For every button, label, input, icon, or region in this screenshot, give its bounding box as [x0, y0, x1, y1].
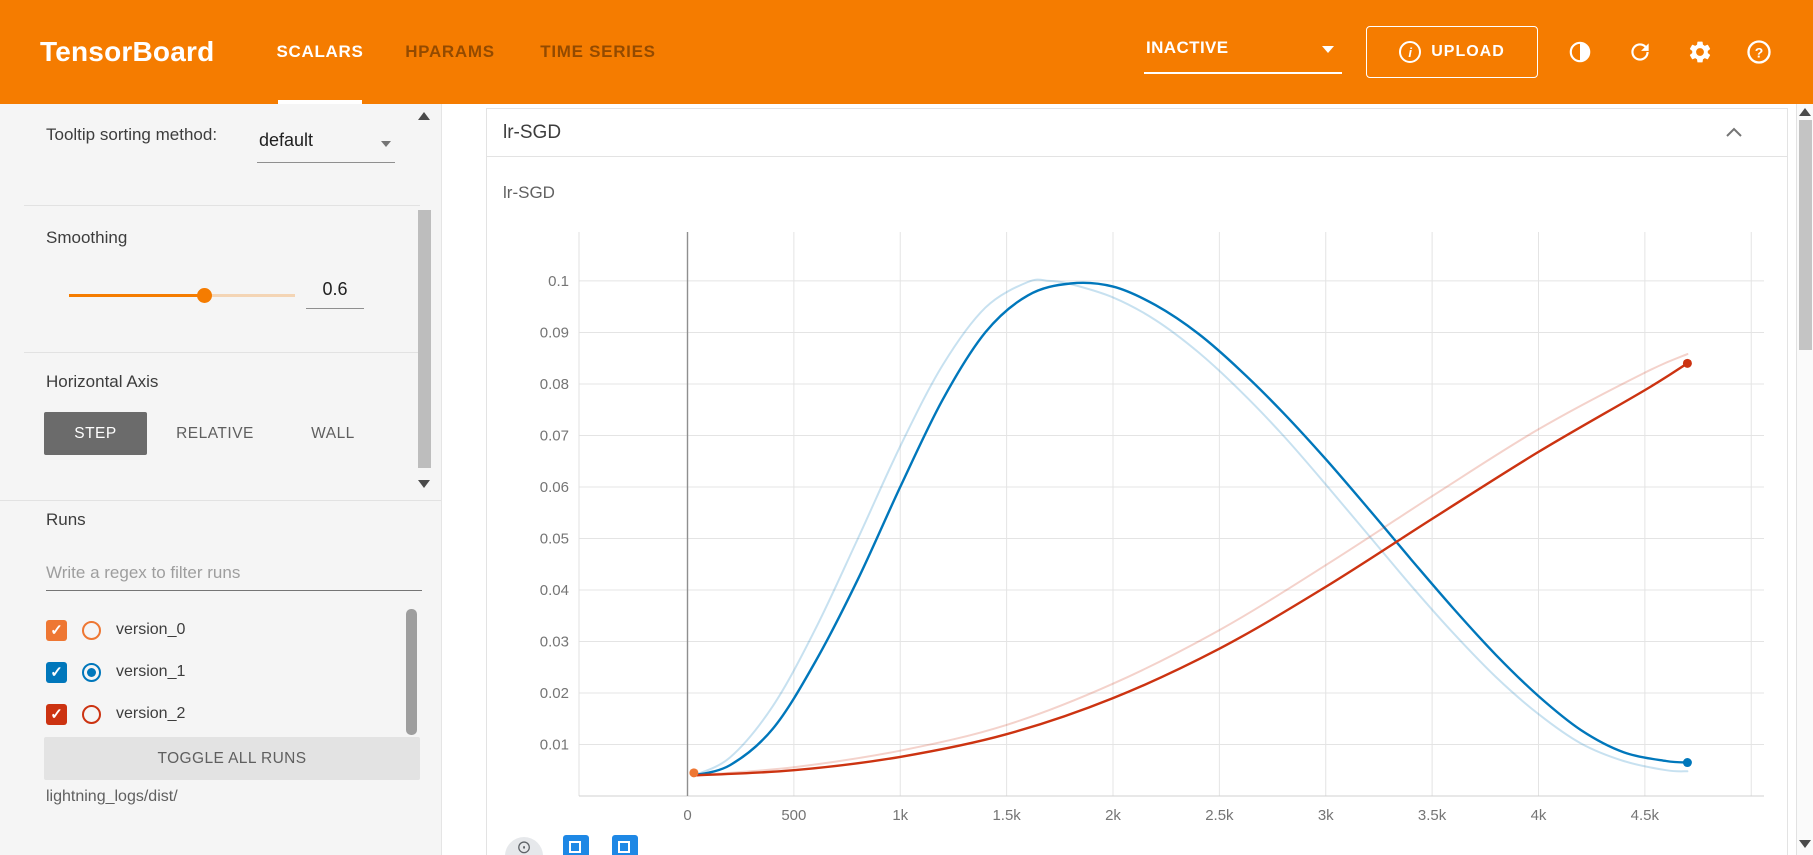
- divider: [0, 500, 441, 501]
- run-radio[interactable]: [82, 662, 101, 682]
- app-title: TensorBoard: [40, 36, 215, 67]
- svg-text:0.06: 0.06: [540, 479, 569, 496]
- run-radio[interactable]: [82, 704, 101, 724]
- settings-button[interactable]: [1680, 32, 1720, 72]
- svg-text:0.01: 0.01: [540, 736, 569, 753]
- divider: [24, 205, 420, 206]
- tooltip-sorting-select[interactable]: default: [257, 126, 395, 163]
- contrast-icon: [1569, 41, 1591, 63]
- chevron-down-icon: [1322, 46, 1334, 53]
- svg-text:0.08: 0.08: [540, 376, 569, 393]
- svg-text:0.05: 0.05: [540, 530, 569, 547]
- scroll-down-icon[interactable]: [1799, 840, 1811, 848]
- chevron-down-icon: [381, 141, 391, 147]
- svg-text:0.04: 0.04: [540, 582, 569, 599]
- tooltip-sorting-value: default: [259, 130, 314, 150]
- gear-icon: [1689, 41, 1711, 63]
- refresh-icon: [1631, 43, 1649, 61]
- svg-text:3.5k: 3.5k: [1418, 807, 1447, 824]
- chart-expand-button[interactable]: [612, 835, 638, 855]
- smoothing-slider-thumb[interactable]: [197, 288, 213, 303]
- smoothing-label: Smoothing: [46, 228, 128, 247]
- smoothing-value-input[interactable]: 0.6: [306, 274, 364, 309]
- expand-icon: [618, 841, 630, 853]
- help-icon: ?: [1747, 40, 1771, 64]
- collapse-chevron-up-icon[interactable]: [1725, 127, 1743, 138]
- upload-button[interactable]: i UPLOAD: [1366, 26, 1538, 78]
- scalar-chart-svg[interactable]: 0.01 0.02 0.03 0.04 0.05 0.06 0.07 0.08 0.09 0.1 0…: [523, 225, 1775, 841]
- run-checkbox[interactable]: ✓: [46, 619, 67, 641]
- settings-scrollbar[interactable]: [416, 110, 433, 494]
- run-row-version-0[interactable]: ✓ version_0: [0, 609, 400, 651]
- svg-text:1.5k: 1.5k: [992, 807, 1021, 824]
- run-row-version-2[interactable]: ✓ version_2: [0, 693, 400, 735]
- radio-dot: [87, 667, 96, 677]
- check-icon: ✓: [50, 664, 63, 681]
- scroll-down-icon[interactable]: [418, 480, 430, 488]
- card-title: lr-SGD: [503, 121, 562, 143]
- axis-step-button[interactable]: STEP: [44, 412, 147, 455]
- info-icon: i: [1399, 41, 1422, 63]
- runs-scrollbar-thumb[interactable]: [406, 609, 417, 735]
- runs-label: Runs: [46, 510, 86, 529]
- fullscreen-icon: ⊙: [516, 837, 532, 855]
- run-checkbox[interactable]: ✓: [46, 703, 67, 725]
- svg-text:0.1: 0.1: [548, 273, 569, 290]
- horizontal-axis-label: Horizontal Axis: [46, 372, 159, 391]
- top-app-bar: TensorBoard SCALARS HPARAMS TIME SERIES …: [0, 0, 1813, 104]
- chart-action-button[interactable]: ⊙: [505, 837, 543, 855]
- svg-text:4.5k: 4.5k: [1631, 807, 1660, 824]
- chart-title: lr-SGD: [503, 183, 555, 202]
- scalar-card-lr-sgd: lr-SGD lr-SGD 0.01 0.02 0.03 0.04 0.05 0.06 0.…: [486, 108, 1788, 855]
- svg-text:0.02: 0.02: [540, 685, 569, 702]
- settings-scrollbar-thumb[interactable]: [418, 210, 431, 468]
- settings-sidebar: Tooltip sorting method: default Smoothin…: [0, 104, 442, 855]
- run-name: version_1: [116, 663, 186, 680]
- run-name: version_0: [116, 621, 186, 638]
- axis-relative-button[interactable]: RELATIVE: [176, 424, 254, 442]
- tab-scalars[interactable]: SCALARS: [272, 0, 368, 104]
- toggle-all-runs-button[interactable]: TOGGLE ALL RUNS: [44, 737, 420, 780]
- refresh-button[interactable]: [1620, 32, 1660, 72]
- axis-wall-button[interactable]: WALL: [311, 424, 355, 442]
- chart-pin-button[interactable]: [563, 835, 589, 855]
- scroll-up-icon[interactable]: [1799, 108, 1811, 116]
- svg-text:?: ?: [1755, 44, 1764, 60]
- svg-text:3k: 3k: [1318, 807, 1334, 824]
- svg-text:2k: 2k: [1105, 807, 1121, 824]
- dashboard-main: lr-SGD lr-SGD 0.01 0.02 0.03 0.04 0.05 0.06 0.…: [443, 104, 1796, 855]
- scroll-up-icon[interactable]: [418, 112, 430, 120]
- run-radio[interactable]: [82, 620, 101, 640]
- page-scrollbar-thumb[interactable]: [1799, 120, 1812, 350]
- smoothing-slider-fill: [69, 294, 205, 297]
- smoothing-slider[interactable]: [69, 286, 295, 304]
- check-icon: ✓: [50, 622, 63, 639]
- run-row-version-1[interactable]: ✓ version_1: [0, 651, 400, 693]
- divider: [24, 352, 420, 353]
- svg-text:0.03: 0.03: [540, 633, 569, 650]
- svg-text:2.5k: 2.5k: [1205, 807, 1234, 824]
- svg-text:4k: 4k: [1531, 807, 1547, 824]
- svg-text:500: 500: [781, 807, 806, 824]
- theme-toggle-button[interactable]: [1560, 32, 1600, 72]
- tooltip-sorting-label: Tooltip sorting method:: [46, 125, 218, 144]
- tab-hparams[interactable]: HPARAMS: [405, 42, 495, 61]
- svg-text:0.09: 0.09: [540, 324, 569, 341]
- svg-text:0: 0: [683, 807, 691, 824]
- svg-text:0.07: 0.07: [540, 427, 569, 444]
- page-scrollbar[interactable]: [1796, 104, 1813, 855]
- experiment-status-dropdown[interactable]: INACTIVE: [1144, 32, 1342, 74]
- check-icon: ✓: [50, 706, 63, 723]
- experiment-status-value: INACTIVE: [1146, 38, 1229, 57]
- pin-icon: [569, 841, 581, 853]
- run-name: version_2: [116, 705, 186, 722]
- help-button[interactable]: ?: [1739, 32, 1779, 72]
- run-checkbox[interactable]: ✓: [46, 661, 67, 683]
- runs-filter-input[interactable]: [46, 556, 422, 591]
- tab-time-series[interactable]: TIME SERIES: [540, 42, 656, 61]
- svg-text:1k: 1k: [892, 807, 908, 824]
- card-header: lr-SGD: [487, 109, 1787, 157]
- log-directory-label: lightning_logs/dist/: [46, 788, 178, 805]
